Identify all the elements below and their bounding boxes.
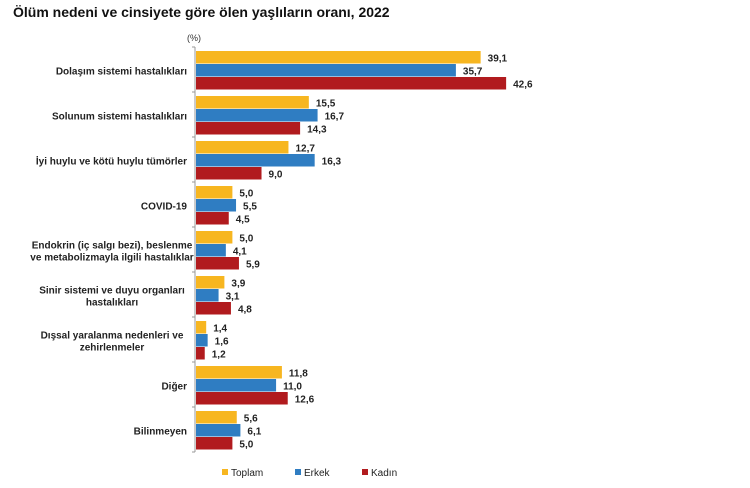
legend-swatch xyxy=(362,469,368,475)
data-label: 5,0 xyxy=(239,189,253,200)
legend-swatch xyxy=(295,469,301,475)
category-label: Dolaşım sistemi hastalıkları xyxy=(56,67,187,78)
bar-kadın xyxy=(196,212,229,225)
data-label: 3,9 xyxy=(231,279,245,290)
bar-erkek xyxy=(196,334,208,347)
category-label: Bilinmeyen xyxy=(134,427,187,438)
data-label: 1,6 xyxy=(215,337,229,348)
legend-label: Toplam xyxy=(231,468,263,479)
data-label: 1,4 xyxy=(213,324,227,335)
bar-kadın xyxy=(196,122,301,135)
bar-toplam xyxy=(196,321,207,334)
bar-kadın xyxy=(196,167,262,180)
category-label: ve metabolizmayla ilgili hastalıklar xyxy=(30,253,194,264)
data-label: 4,8 xyxy=(238,305,252,316)
bar-erkek xyxy=(196,289,219,302)
bar-toplam xyxy=(196,186,233,199)
bar-kadın xyxy=(196,257,239,270)
bar-toplam xyxy=(196,96,309,109)
category-label: Diğer xyxy=(161,382,187,393)
data-label: 1,2 xyxy=(212,350,226,361)
data-label: 5,0 xyxy=(239,234,253,245)
data-label: 11,0 xyxy=(283,382,302,393)
bar-erkek xyxy=(196,199,237,212)
bar-toplam xyxy=(196,366,282,379)
chart-title: Ölüm nedeni ve cinsiyete göre ölen yaşlı… xyxy=(13,4,390,20)
category-label: Endokrin (iç salgı bezi), beslenme xyxy=(32,241,193,252)
data-label: 4,1 xyxy=(233,247,247,258)
category-label: Dışsal yaralanma nedenleri ve xyxy=(41,331,184,342)
unit-label: (%) xyxy=(187,33,201,43)
bar-toplam xyxy=(196,276,225,289)
bar-kadın xyxy=(196,437,233,450)
data-label: 15,5 xyxy=(316,99,336,110)
bar-erkek xyxy=(196,64,456,77)
data-label: 5,0 xyxy=(239,440,253,451)
bar-erkek xyxy=(196,424,241,437)
data-label: 5,5 xyxy=(243,202,257,213)
data-label: 35,7 xyxy=(463,67,483,78)
data-label: 12,7 xyxy=(295,144,315,155)
category-label: zehirlenmeler xyxy=(80,343,145,354)
legend-label: Kadın xyxy=(371,468,397,479)
bar-kadın xyxy=(196,302,231,315)
bar-erkek xyxy=(196,154,315,167)
category-label: İyi huylu ve kötü huylu tümörler xyxy=(36,155,187,168)
bar-toplam xyxy=(196,411,237,424)
legend-label: Erkek xyxy=(304,468,331,479)
legend-swatch xyxy=(222,469,228,475)
data-label: 5,9 xyxy=(246,260,260,271)
data-label: 11,8 xyxy=(289,369,308,380)
data-label: 3,1 xyxy=(226,292,240,303)
bar-kadın xyxy=(196,392,288,405)
category-label: Solunum sistemi hastalıkları xyxy=(52,112,187,123)
data-label: 14,3 xyxy=(307,125,327,136)
data-label: 9,0 xyxy=(269,170,283,181)
bar-kadın xyxy=(196,77,507,90)
data-label: 39,1 xyxy=(488,54,508,65)
data-label: 16,3 xyxy=(322,157,342,168)
bar-kadın xyxy=(196,347,205,360)
data-label: 5,6 xyxy=(244,414,258,425)
bar-erkek xyxy=(196,379,277,392)
bar-erkek xyxy=(196,244,226,257)
bar-toplam xyxy=(196,141,289,154)
bar-toplam xyxy=(196,51,481,64)
category-label: hastalıkları xyxy=(86,298,138,309)
data-label: 6,1 xyxy=(247,427,261,438)
data-label: 4,5 xyxy=(236,215,250,226)
bar-toplam xyxy=(196,231,233,244)
data-label: 12,6 xyxy=(295,395,315,406)
bar-erkek xyxy=(196,109,318,122)
data-label: 42,6 xyxy=(513,80,533,91)
category-label: Sinir sistemi ve duyu organları xyxy=(39,286,185,297)
data-label: 16,7 xyxy=(325,112,345,123)
category-label: COVID-19 xyxy=(141,202,188,213)
